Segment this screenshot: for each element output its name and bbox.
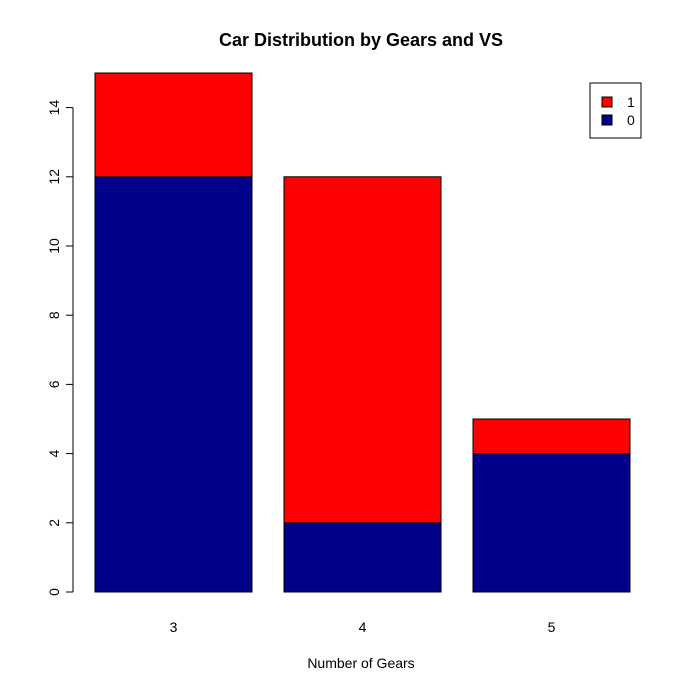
x-axis-ticks: 3 4 5 — [170, 619, 556, 635]
y-tick-label: 12 — [46, 169, 62, 185]
bars — [94, 72, 631, 593]
bar-segment-series-0-gear-4 — [283, 522, 442, 593]
x-tick-label: 5 — [548, 619, 556, 635]
legend: 10 — [589, 82, 642, 139]
legend-swatch-1 — [601, 96, 613, 108]
legend-box — [589, 82, 642, 139]
bar-segment-series-1-gear-3 — [94, 72, 253, 178]
y-axis: 0 2 4 6 8 10 12 14 — [46, 100, 74, 596]
y-tick-label: 2 — [46, 519, 62, 527]
x-tick-label: 3 — [170, 619, 178, 635]
chart-title: Car Distribution by Gears and VS — [219, 30, 503, 50]
bar-segment-series-1-gear-5 — [472, 418, 631, 455]
legend-label-0: 0 — [627, 112, 635, 128]
y-tick-label: 4 — [46, 449, 62, 457]
y-tick-label: 8 — [46, 311, 62, 319]
bar-segment-series-1-gear-4 — [283, 176, 442, 524]
legend-label-1: 1 — [627, 94, 635, 110]
bar-segment-series-0-gear-3 — [94, 176, 253, 593]
y-tick-label: 6 — [46, 380, 62, 388]
x-axis-label: Number of Gears — [307, 655, 414, 671]
legend-swatch-0 — [601, 114, 613, 126]
y-tick-label: 14 — [46, 100, 62, 116]
x-tick-label: 4 — [359, 619, 367, 635]
y-tick-label: 0 — [46, 588, 62, 596]
y-tick-label: 10 — [46, 238, 62, 254]
bar-segment-series-0-gear-5 — [472, 453, 631, 593]
